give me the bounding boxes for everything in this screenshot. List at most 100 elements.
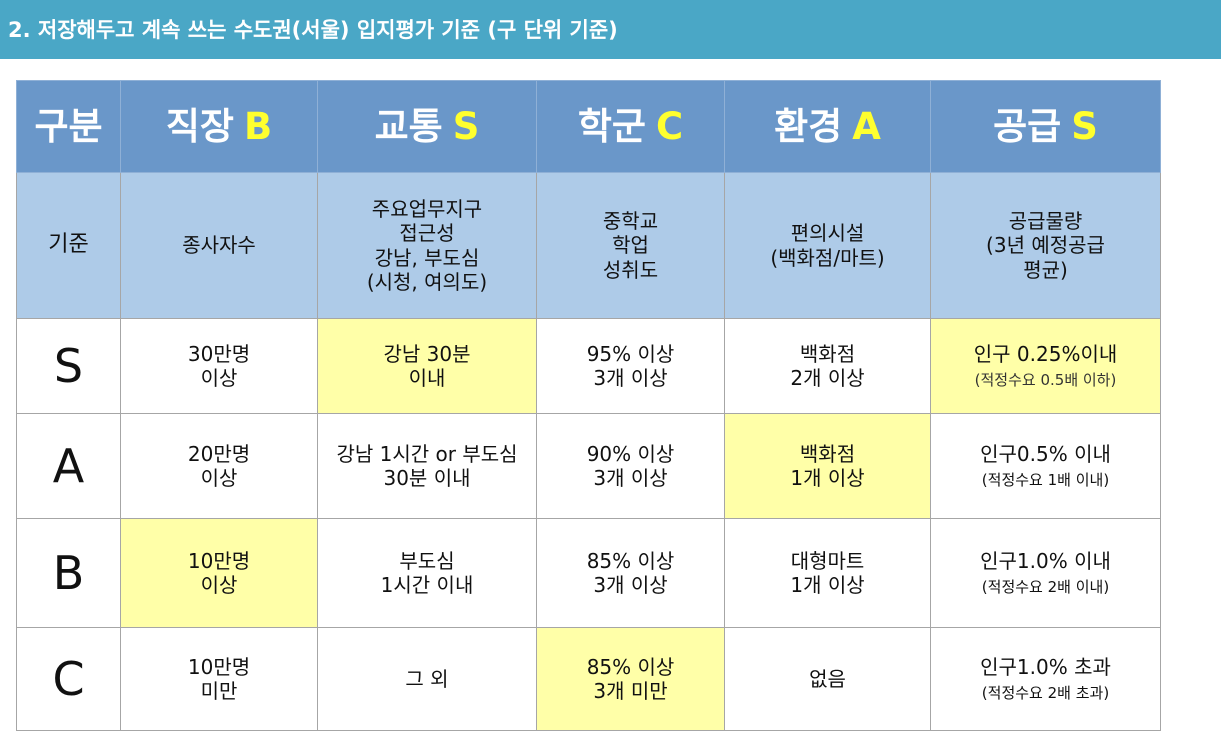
cell-line: 인구 0.25%이내 — [973, 341, 1118, 366]
cell-line: 3개 미만 — [593, 679, 668, 703]
cell-school: 85% 이상 3개 이상 — [536, 518, 725, 628]
cell-line: 미만 — [200, 679, 238, 703]
cell-line: 10만명 — [187, 654, 251, 679]
table-row: B 10만명 이상 부도심 1시간 이내 85% 이상 3개 이상 대형마트 1… — [16, 518, 1161, 628]
cell-line: 95% 이상 — [586, 341, 675, 366]
row-grade: C — [16, 627, 121, 731]
header-environment: 환경 A — [724, 80, 931, 173]
page-title: 2. 저장해두고 계속 쓰는 수도권(서울) 입지평가 기준 (구 단위 기준) — [8, 18, 618, 42]
criteria-line: (3년 예정공급 — [986, 233, 1105, 258]
cell-line: 강남 1시간 or 부도심 — [336, 441, 518, 466]
cell-line: 인구1.0% 이내 — [980, 548, 1111, 573]
cell-note: (적정수요 2배 초과) — [981, 684, 1110, 702]
cell-line: 백화점 — [799, 441, 856, 466]
row-grade: A — [16, 413, 121, 519]
header-label: 직장 — [165, 104, 234, 148]
criteria-line: 중학교 — [602, 208, 659, 233]
header-label: 환경 — [774, 104, 843, 148]
header-school: 학군 C — [536, 80, 725, 173]
header-grade: C — [655, 104, 684, 148]
criteria-line: 공급물량 — [1008, 208, 1083, 233]
cell-line: 1개 이상 — [790, 466, 865, 490]
cell-job: 10만명 미만 — [120, 627, 318, 731]
cell-line: 부도심 — [399, 548, 455, 573]
cell-line: 85% 이상 — [586, 548, 675, 573]
criteria-supply: 공급물량 (3년 예정공급 평균) — [930, 172, 1161, 319]
cell-line: 3개 이상 — [593, 366, 668, 390]
criteria-row: 기준 종사자수 주요업무지구 접근성 강남, 부도심 (시청, 여의도) 중학교… — [16, 172, 1161, 319]
criteria-transport: 주요업무지구 접근성 강남, 부도심 (시청, 여의도) — [317, 172, 537, 319]
cell-line: 인구1.0% 초과 — [980, 654, 1111, 679]
cell-school: 95% 이상 3개 이상 — [536, 318, 725, 414]
cell-job: 20만명 이상 — [120, 413, 318, 519]
header-label: 공급 — [993, 104, 1062, 148]
cell-environment: 대형마트 1개 이상 — [724, 518, 931, 628]
criteria-job: 종사자수 — [120, 172, 318, 319]
cell-job: 30만명 이상 — [120, 318, 318, 414]
cell-line: 이내 — [408, 366, 446, 390]
criteria-line: 성취도 — [602, 257, 659, 282]
header-label: 학군 — [577, 104, 646, 148]
cell-transport: 부도심 1시간 이내 — [317, 518, 537, 628]
header-label: 교통 — [374, 104, 443, 148]
criteria-environment: 편의시설 (백화점/마트) — [724, 172, 931, 319]
cell-supply: 인구1.0% 초과 (적정수요 2배 초과) — [930, 627, 1161, 731]
cell-line: 1개 이상 — [790, 573, 865, 597]
criteria-line: 편의시설 — [790, 221, 865, 246]
cell-job: 10만명 이상 — [120, 518, 318, 628]
row-grade: B — [16, 518, 121, 628]
cell-line: 1시간 이내 — [380, 573, 474, 597]
cell-note: (적정수요 0.5배 이하) — [974, 371, 1117, 389]
cell-line: 인구0.5% 이내 — [980, 441, 1111, 466]
criteria-line: (백화점/마트) — [770, 245, 885, 270]
header-grade: B — [243, 104, 273, 148]
cell-line: 2개 이상 — [790, 366, 865, 390]
header-job: 직장 B — [120, 80, 318, 173]
cell-school: 90% 이상 3개 이상 — [536, 413, 725, 519]
cell-line: 3개 이상 — [593, 573, 668, 597]
cell-supply: 인구 0.25%이내 (적정수요 0.5배 이하) — [930, 318, 1161, 414]
cell-note: (적정수요 1배 이내) — [981, 471, 1110, 489]
evaluation-table: 구분 직장 B 교통 S 학군 C 환경 A 공급 S 기준 종사자수 주요업무지구 접근… — [16, 80, 1161, 731]
criteria-line: (시청, 여의도) — [366, 269, 488, 294]
header-grade: S — [452, 104, 480, 148]
cell-line: 10만명 — [187, 548, 251, 573]
cell-line: 그 외 — [405, 666, 449, 691]
criteria-label: 기준 — [16, 172, 121, 319]
cell-transport: 그 외 — [317, 627, 537, 731]
cell-line: 이상 — [200, 466, 238, 490]
cell-line: 85% 이상 — [586, 654, 675, 679]
title-bar: 2. 저장해두고 계속 쓰는 수도권(서울) 입지평가 기준 (구 단위 기준) — [0, 0, 1221, 59]
cell-line: 30분 이내 — [383, 466, 471, 490]
cell-note: (적정수요 2배 이내) — [981, 578, 1110, 596]
table-row: A 20만명 이상 강남 1시간 or 부도심 30분 이내 90% 이상 3개… — [16, 413, 1161, 519]
cell-line: 이상 — [200, 573, 238, 597]
cell-transport: 강남 30분 이내 — [317, 318, 537, 414]
table-row: S 30만명 이상 강남 30분 이내 95% 이상 3개 이상 백화점 2개 … — [16, 318, 1161, 414]
header-row: 구분 직장 B 교통 S 학군 C 환경 A 공급 S — [16, 80, 1161, 173]
cell-line: 20만명 — [187, 441, 251, 466]
criteria-line: 종사자수 — [182, 233, 256, 258]
cell-environment: 백화점 2개 이상 — [724, 318, 931, 414]
cell-environment: 백화점 1개 이상 — [724, 413, 931, 519]
cell-transport: 강남 1시간 or 부도심 30분 이내 — [317, 413, 537, 519]
row-grade: S — [16, 318, 121, 414]
cell-school: 85% 이상 3개 미만 — [536, 627, 725, 731]
cell-environment: 없음 — [724, 627, 931, 731]
cell-line: 이상 — [200, 366, 238, 390]
header-grade: A — [852, 104, 881, 148]
cell-line: 없음 — [809, 666, 846, 691]
criteria-line: 접근성 — [399, 221, 455, 246]
cell-line: 백화점 — [799, 341, 856, 366]
criteria-school: 중학교 학업 성취도 — [536, 172, 725, 319]
cell-line: 강남 30분 — [383, 341, 471, 366]
cell-line: 90% 이상 — [586, 441, 675, 466]
table-row: C 10만명 미만 그 외 85% 이상 3개 미만 없음 인구1.0% 초과 … — [16, 627, 1161, 731]
header-transport: 교통 S — [317, 80, 537, 173]
criteria-line: 주요업무지구 — [371, 196, 483, 221]
header-corner: 구분 — [16, 80, 121, 173]
cell-line: 30만명 — [187, 341, 251, 366]
criteria-line: 평균) — [1023, 257, 1068, 282]
cell-supply: 인구0.5% 이내 (적정수요 1배 이내) — [930, 413, 1161, 519]
criteria-line: 학업 — [612, 233, 649, 258]
